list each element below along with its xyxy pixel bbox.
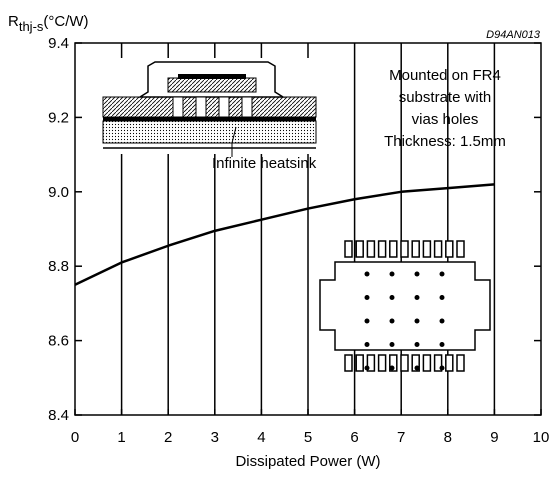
- y-tick-label: 9.0: [48, 184, 69, 201]
- y-tick-label: 8.6: [48, 333, 69, 350]
- x-tick-label: 2: [164, 429, 172, 446]
- cross-section-illustration: [102, 58, 318, 157]
- figure-code: D94AN013: [486, 29, 541, 41]
- annotation: vias holes: [412, 111, 479, 128]
- annotation: Mounted on FR4: [389, 67, 501, 84]
- x-tick-label: 8: [444, 429, 452, 446]
- x-tick-label: 0: [71, 429, 79, 446]
- x-tick-label: 6: [350, 429, 358, 446]
- x-tick-label: 5: [304, 429, 312, 446]
- x-tick-label: 9: [490, 429, 498, 446]
- y-tick-label: 9.2: [48, 109, 69, 126]
- heatsink-label: Infinite heatsink: [212, 155, 317, 172]
- x-tick-label: 3: [211, 429, 219, 446]
- y-tick-label: 8.4: [48, 407, 69, 424]
- x-tick-label: 4: [257, 429, 265, 446]
- data-line: [74, 183, 495, 286]
- annotation: Thickness: 1.5mm: [384, 133, 506, 150]
- annotation: substrate with: [399, 89, 492, 106]
- y-axis-label: Rthj-s(°C/W): [8, 13, 89, 34]
- y-tick-label: 9.4: [48, 35, 69, 52]
- x-tick-label: 1: [117, 429, 125, 446]
- top-view-illustration: [319, 240, 491, 372]
- y-tick-label: 8.8: [48, 258, 69, 275]
- plot-frame: [74, 42, 542, 416]
- x-tick-label: 10: [533, 429, 550, 446]
- x-axis-label: Dissipated Power (W): [235, 453, 380, 470]
- x-tick-label: 7: [397, 429, 405, 446]
